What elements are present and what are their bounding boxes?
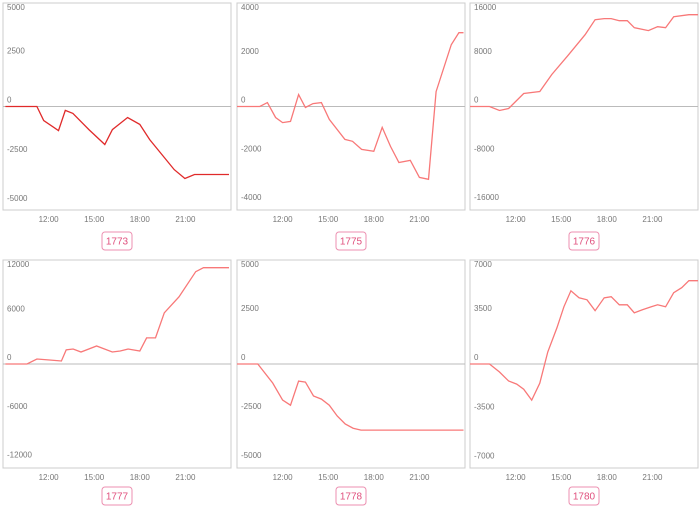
label-box — [335, 231, 367, 251]
y-tick-label: 6000 — [7, 304, 25, 313]
y-tick-label: -12000 — [7, 451, 32, 460]
line — [470, 280, 698, 402]
y-tick-label: 0 — [241, 353, 246, 362]
label-box — [101, 486, 133, 506]
line — [237, 363, 464, 431]
line — [5, 105, 229, 180]
x-tick-label: 15:00 — [84, 473, 105, 482]
chart-label: 1775 — [340, 237, 363, 248]
y-tick-label: -3500 — [474, 402, 495, 411]
y-tick-label: 8000 — [474, 47, 492, 56]
y-tick-label: -5000 — [241, 451, 262, 460]
y-tick-label: 2500 — [241, 304, 259, 313]
y-tick-label: 0 — [7, 353, 12, 362]
y-tick-label: 4000 — [241, 3, 259, 12]
y-tick-label: -6000 — [7, 402, 28, 411]
y-tick-label: 12000 — [7, 260, 30, 269]
x-tick-label: 15:00 — [84, 215, 105, 224]
x-tick-label: 21:00 — [175, 473, 196, 482]
y-tick-label: 0 — [474, 96, 479, 105]
y-tick-label: -4000 — [241, 193, 262, 202]
chart-label: 1780 — [573, 492, 596, 503]
y-tick-label: -7000 — [474, 451, 495, 460]
x-tick-label: 12:00 — [273, 215, 294, 224]
x-tick-label: 12:00 — [39, 473, 60, 482]
y-tick-label: -5000 — [7, 194, 28, 203]
y-tick-label: 5000 — [241, 260, 259, 269]
x-tick-label: 12:00 — [506, 215, 527, 224]
line — [237, 32, 464, 181]
y-tick-label: 2500 — [7, 46, 25, 55]
label-box — [568, 231, 600, 251]
x-tick-label: 18:00 — [130, 473, 151, 482]
y-tick-label: 7000 — [474, 260, 492, 269]
x-tick-label: 18:00 — [597, 473, 618, 482]
chart-label: 1773 — [106, 237, 129, 248]
y-tick-label: 5000 — [7, 3, 25, 12]
x-tick-label: 18:00 — [597, 215, 618, 224]
x-tick-label: 15:00 — [551, 215, 572, 224]
x-tick-label: 21:00 — [642, 215, 663, 224]
chart-label: 1778 — [340, 492, 363, 503]
x-tick-label: 12:00 — [39, 215, 60, 224]
y-tick-label: -16000 — [474, 193, 499, 202]
x-tick-label: 15:00 — [318, 473, 339, 482]
y-tick-label: -8000 — [474, 144, 495, 153]
y-tick-label: 0 — [474, 353, 479, 362]
y-tick-label: 2000 — [241, 47, 259, 56]
y-tick-label: -2500 — [241, 402, 262, 411]
x-tick-label: 12:00 — [273, 473, 294, 482]
x-tick-label: 18:00 — [364, 473, 385, 482]
y-tick-label: 0 — [241, 96, 246, 105]
x-tick-label: 15:00 — [551, 473, 572, 482]
x-tick-label: 21:00 — [409, 473, 430, 482]
label-box — [101, 231, 133, 251]
x-tick-label: 18:00 — [364, 215, 385, 224]
label-box — [335, 486, 367, 506]
x-tick-label: 21:00 — [409, 215, 430, 224]
y-tick-label: 0 — [7, 96, 12, 105]
chart-label: 1776 — [573, 237, 596, 248]
y-tick-label: -2500 — [7, 145, 28, 154]
line — [5, 267, 229, 365]
x-tick-label: 18:00 — [130, 215, 151, 224]
chart-label: 1777 — [106, 492, 129, 503]
x-tick-label: 12:00 — [506, 473, 527, 482]
line — [470, 14, 698, 112]
x-tick-label: 21:00 — [642, 473, 663, 482]
y-tick-label: 16000 — [474, 3, 497, 12]
y-tick-label: 3500 — [474, 304, 492, 313]
y-tick-label: -2000 — [241, 144, 262, 153]
label-box — [568, 486, 600, 506]
x-tick-label: 15:00 — [318, 215, 339, 224]
x-tick-label: 21:00 — [175, 215, 196, 224]
